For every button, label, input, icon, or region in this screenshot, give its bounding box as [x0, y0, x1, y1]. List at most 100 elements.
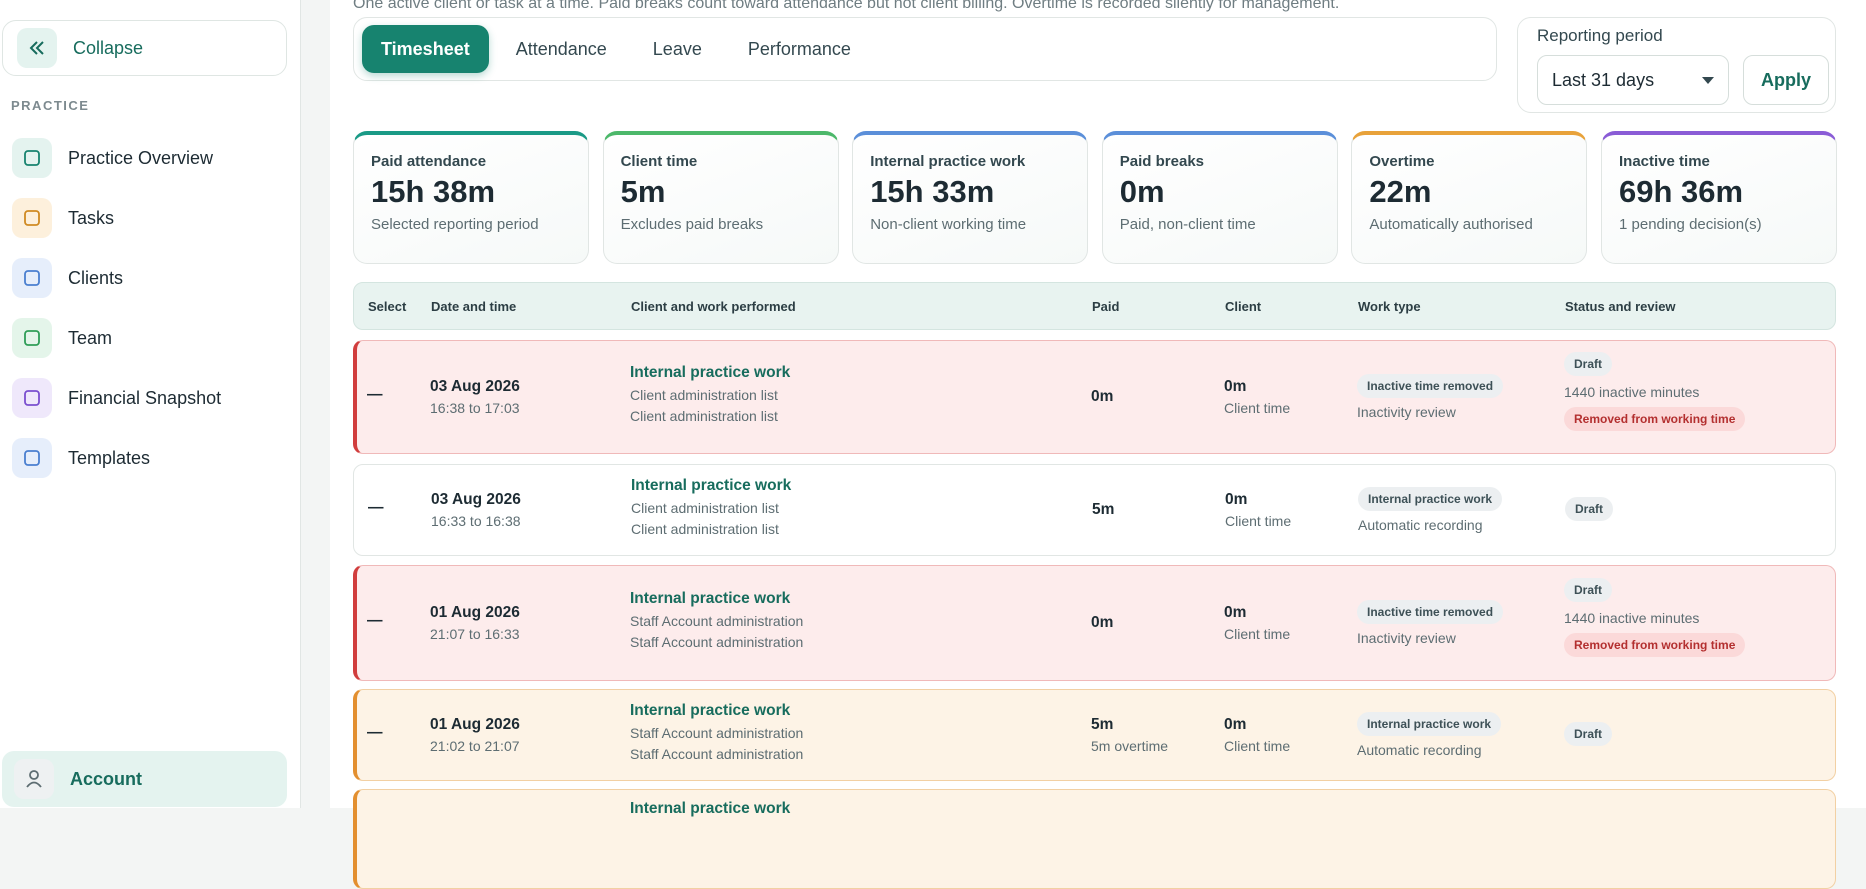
work-type-badge: Inactive time removed: [1357, 600, 1504, 624]
card-value: 5m: [620, 174, 666, 209]
nav-item[interactable]: Team: [12, 316, 112, 360]
card-note: Paid, non-client time: [1119, 216, 1256, 233]
summary-card: Internal practice work 15h 33m Non-client …: [852, 131, 1089, 264]
client: 0m: [1224, 378, 1247, 395]
select-mark[interactable]: —: [367, 386, 383, 403]
table-row[interactable]: Internal practice work: [353, 789, 1836, 889]
status-note: 1440 inactive minutes: [1564, 610, 1700, 626]
card-note: 1 pending decision(s): [1619, 216, 1762, 233]
status-badge: Draft: [1565, 497, 1614, 521]
client: 0m: [1225, 491, 1248, 508]
tab[interactable]: Performance: [747, 38, 851, 59]
tab[interactable]: Attendance: [515, 38, 607, 59]
status-note: 1440 inactive minutes: [1564, 384, 1700, 400]
cell: Internal practice work Client administrat…: [631, 477, 791, 537]
column-header: Client: [1225, 299, 1262, 314]
status-badge: Draft: [1564, 722, 1613, 746]
select-mark[interactable]: —: [367, 724, 383, 741]
work-title: Internal practice work: [630, 702, 791, 719]
cell: Inactive time removed Inactivity review: [1357, 374, 1504, 420]
card-value: 22m: [1369, 174, 1432, 209]
date: 01 Aug 2026: [430, 604, 520, 621]
cell: 0m Client time: [1224, 378, 1290, 416]
tab[interactable]: Leave: [652, 38, 702, 59]
main: One active client or task at a time. Pai…: [330, 0, 1866, 889]
account-icon: [14, 759, 54, 799]
card-label: Internal practice work: [870, 153, 1026, 170]
card-value: 15h 38m: [371, 174, 496, 209]
work-detail: Staff Account administration: [630, 746, 804, 762]
work-type-note: Inactivity review: [1357, 404, 1456, 420]
cell: 03 Aug 2026 16:38 to 17:03: [430, 378, 520, 416]
column-header: Select: [368, 299, 407, 314]
client-note: Client time: [1225, 513, 1292, 529]
client: 0m: [1224, 604, 1247, 621]
card-label: Client time: [620, 153, 698, 170]
column-header: Date and time: [431, 299, 517, 314]
nav-icon: [12, 138, 52, 178]
nav-icon: [12, 378, 52, 418]
nav-icon: [12, 258, 52, 298]
collapse-button[interactable]: Collapse: [2, 20, 287, 76]
card-label: Overtime: [1369, 153, 1435, 170]
nav-item[interactable]: Clients: [12, 256, 123, 300]
column-header: Status and review: [1565, 299, 1676, 314]
work-title: Internal practice work: [630, 364, 791, 381]
work-type-badge: Internal practice work: [1357, 712, 1502, 736]
column-header: Client and work performed: [631, 299, 796, 314]
account-button[interactable]: Account: [2, 751, 287, 807]
work-detail: Client administration list: [630, 387, 778, 403]
period-select[interactable]: Last 31 days: [1537, 55, 1729, 105]
card-value: 69h 36m: [1619, 174, 1744, 209]
card-label: Paid attendance: [371, 153, 487, 170]
work-title: Internal practice work: [631, 477, 792, 494]
nav-item[interactable]: Practice Overview: [12, 136, 213, 180]
cell: Draft: [1565, 497, 1614, 521]
cell: —: [367, 612, 383, 630]
select-mark[interactable]: —: [368, 499, 384, 516]
section-label: PRACTICE: [11, 98, 90, 113]
work-title: Internal practice work: [630, 800, 791, 817]
cell: Draft: [1564, 722, 1613, 746]
nav-item[interactable]: Tasks: [12, 196, 114, 240]
summary-card: Client time 5m Excludes paid breaks: [602, 131, 839, 264]
client-note: Client time: [1224, 626, 1291, 642]
date: 01 Aug 2026: [430, 716, 520, 733]
nav-item[interactable]: Templates: [12, 436, 150, 480]
table-row[interactable]: — 01 Aug 2026 21:02 to 21:07 Internal pract…: [353, 689, 1836, 781]
nav-item[interactable]: Financial Snapshot: [12, 376, 221, 420]
cell: Internal practice work Automatic recordin…: [1357, 712, 1502, 758]
cell: 5m: [1092, 501, 1114, 519]
cell: Internal practice work Automatic recordin…: [1358, 487, 1503, 533]
card-note: Excludes paid breaks: [620, 216, 764, 233]
apply-button[interactable]: Apply: [1743, 55, 1829, 105]
tab[interactable]: Timesheet: [362, 25, 489, 73]
work-detail: Client administration list: [631, 521, 779, 537]
table-row[interactable]: — 03 Aug 2026 16:33 to 16:38 Internal pract…: [353, 464, 1836, 556]
status-flag: Removed from working time: [1564, 633, 1746, 657]
summary-card: Inactive time 69h 36m 1 pending decision(s…: [1601, 131, 1837, 264]
cell: 01 Aug 2026 21:02 to 21:07: [430, 716, 520, 754]
work-detail: Client administration list: [630, 408, 778, 424]
work-detail: Staff Account administration: [630, 725, 804, 741]
table-row[interactable]: — 01 Aug 2026 21:07 to 16:33 Internal pract…: [353, 565, 1836, 681]
time: 16:33 to 16:38: [431, 513, 521, 529]
cell: —: [367, 386, 383, 404]
reporting-period: Reporting period Last 31 days Apply: [1517, 17, 1836, 113]
cell: 0m Client time: [1225, 491, 1291, 529]
work-type-note: Automatic recording: [1357, 742, 1482, 758]
time: 16:38 to 17:03: [430, 400, 520, 416]
collapse-label: Collapse: [73, 37, 144, 58]
summary-card: Paid breaks 0m Paid, non-client time: [1101, 131, 1338, 264]
account-label: Account: [70, 768, 142, 789]
status-badge: Draft: [1564, 578, 1613, 602]
cell: 03 Aug 2026 16:33 to 16:38: [431, 491, 521, 529]
date: 03 Aug 2026: [430, 378, 520, 395]
time: 21:02 to 21:07: [430, 738, 520, 754]
card-label: Inactive time: [1619, 153, 1710, 170]
paid: 0m: [1091, 388, 1114, 405]
select-mark[interactable]: —: [367, 612, 383, 629]
table-row[interactable]: — 03 Aug 2026 16:38 to 17:03 Internal pract…: [353, 340, 1836, 454]
work-title: Internal practice work: [630, 590, 791, 607]
